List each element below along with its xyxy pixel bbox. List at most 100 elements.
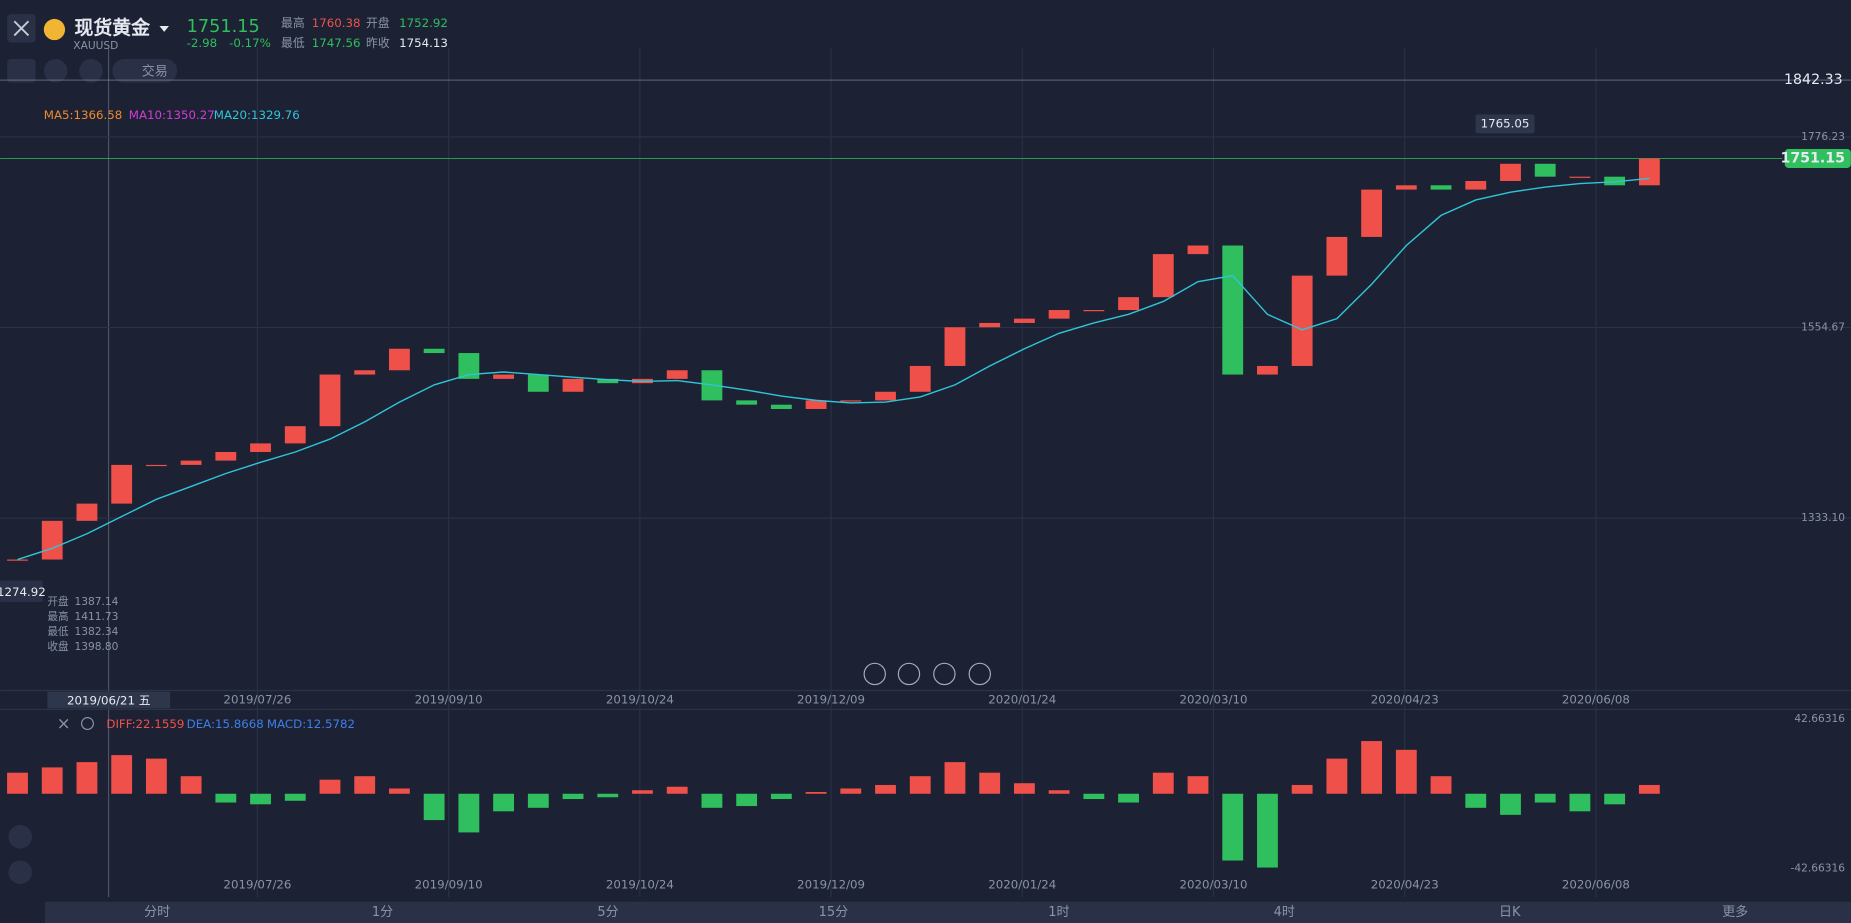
macd-bar [180, 776, 202, 794]
macd-bar [1152, 772, 1174, 794]
change: -2.98 [187, 36, 218, 50]
macd-bar [597, 793, 619, 798]
tooltip-label: 最低 [47, 625, 69, 638]
macd-bar [1291, 784, 1313, 794]
zoom-out[interactable] [863, 662, 886, 686]
instrument-name[interactable]: 现货黄金 [74, 16, 150, 39]
macd-bar [458, 793, 480, 833]
tooltip-value: 1387.14 [74, 595, 118, 608]
last[interactable] [933, 662, 956, 686]
peak-label: 1765.05 [1481, 116, 1530, 130]
macd-bar [1048, 790, 1070, 794]
candle [1604, 176, 1626, 186]
macd-bar [1395, 749, 1417, 794]
tab[interactable]: 更多 [1722, 904, 1748, 920]
tab[interactable]: 15分 [819, 905, 849, 920]
macd-settings[interactable] [80, 717, 94, 731]
candle [7, 559, 28, 561]
macd-bar [1430, 776, 1452, 794]
open: 1752.92 [399, 16, 448, 30]
candle [1395, 185, 1417, 190]
high-label: 最高 [281, 16, 305, 30]
candle [1187, 245, 1209, 255]
favorite-button[interactable] [79, 59, 103, 83]
candle [1083, 310, 1105, 312]
tooltip-value: 1411.73 [74, 610, 118, 623]
candle [1361, 189, 1383, 237]
tab[interactable]: 分时 [144, 905, 170, 920]
alert-button[interactable] [43, 59, 68, 83]
candle [76, 503, 98, 521]
tooltip-label: 最高 [47, 610, 68, 623]
side-tool[interactable] [8, 860, 33, 885]
macd-bar [1187, 776, 1209, 794]
macd-bar [701, 793, 723, 808]
macd-bar [319, 779, 341, 794]
macd-bar [805, 791, 827, 794]
macd-bar [632, 790, 653, 794]
candle [1500, 163, 1521, 181]
y-tick-label: 1776.23 [1801, 130, 1845, 143]
macd-close[interactable]: × [57, 714, 71, 733]
macd-label: DIFF:22.1559 [106, 717, 184, 731]
tab[interactable]: 日K [1499, 905, 1521, 920]
tab[interactable]: 1时 [1048, 905, 1069, 920]
dropdown[interactable] [159, 25, 169, 32]
candle [284, 426, 306, 444]
macd-bar [944, 762, 966, 794]
cursor-date: 2019/06/21 五 [67, 694, 151, 708]
change-pct: -0.17% [229, 36, 271, 50]
macd-bar [145, 758, 167, 794]
tool-button[interactable] [7, 59, 36, 83]
macd-bar [111, 755, 133, 794]
prev: 1754.13 [399, 36, 448, 50]
candle [875, 391, 896, 401]
tooltip-label: 收盘 [47, 640, 69, 653]
candle [805, 400, 827, 409]
cursor-price-box [0, 580, 43, 602]
last-price-label: 1751.15 [1780, 150, 1844, 166]
y-tick-label: 1554.67 [1801, 321, 1845, 334]
candle [319, 374, 341, 427]
candle [1048, 310, 1070, 319]
x-tick-label: 2019/10/24 [606, 878, 674, 892]
alert-label: 1842.33 [1784, 72, 1843, 88]
x-tick-label: 2020/01/24 [988, 692, 1056, 706]
macd-bar [284, 793, 306, 801]
candle [736, 400, 758, 405]
zoom-in[interactable] [968, 662, 992, 686]
x-tick-label: 2020/03/10 [1179, 878, 1247, 892]
macd-bar [7, 772, 28, 794]
macd-bar [1083, 793, 1105, 800]
candle [1222, 245, 1244, 375]
x-tick-label: 2020/01/24 [988, 878, 1056, 892]
first[interactable] [897, 662, 921, 686]
candle [666, 370, 688, 379]
ma-line [17, 177, 1650, 561]
macd-bar [1257, 793, 1278, 868]
candle [979, 322, 1001, 328]
side-tool[interactable] [8, 825, 33, 849]
x-tick-label: 2019/07/26 [223, 878, 291, 892]
ma-label: MA5:1366.58 [44, 108, 123, 122]
tab[interactable]: 1分 [372, 905, 393, 920]
candle [493, 374, 515, 379]
prev-label: 昨收 [366, 36, 390, 50]
x-tick-label: 2019/07/26 [223, 692, 291, 706]
macd-bar [1534, 793, 1556, 803]
x-tick-label: 2020/04/23 [1371, 878, 1439, 892]
tab[interactable]: 5分 [597, 905, 618, 920]
trade-button[interactable] [112, 59, 178, 83]
low: 1747.56 [312, 36, 361, 50]
gold-icon [43, 18, 66, 41]
candle [1569, 176, 1591, 178]
macd-bar [1638, 784, 1660, 794]
tab[interactable]: 4时 [1274, 905, 1295, 920]
price: 1751.15 [187, 17, 260, 37]
macd-bar [666, 786, 688, 794]
candle [354, 370, 376, 375]
close-icon [13, 20, 30, 37]
x-tick-label: 2019/12/09 [797, 692, 865, 706]
tooltip-value: 1382.34 [74, 625, 118, 638]
macd-bar [1118, 793, 1139, 803]
